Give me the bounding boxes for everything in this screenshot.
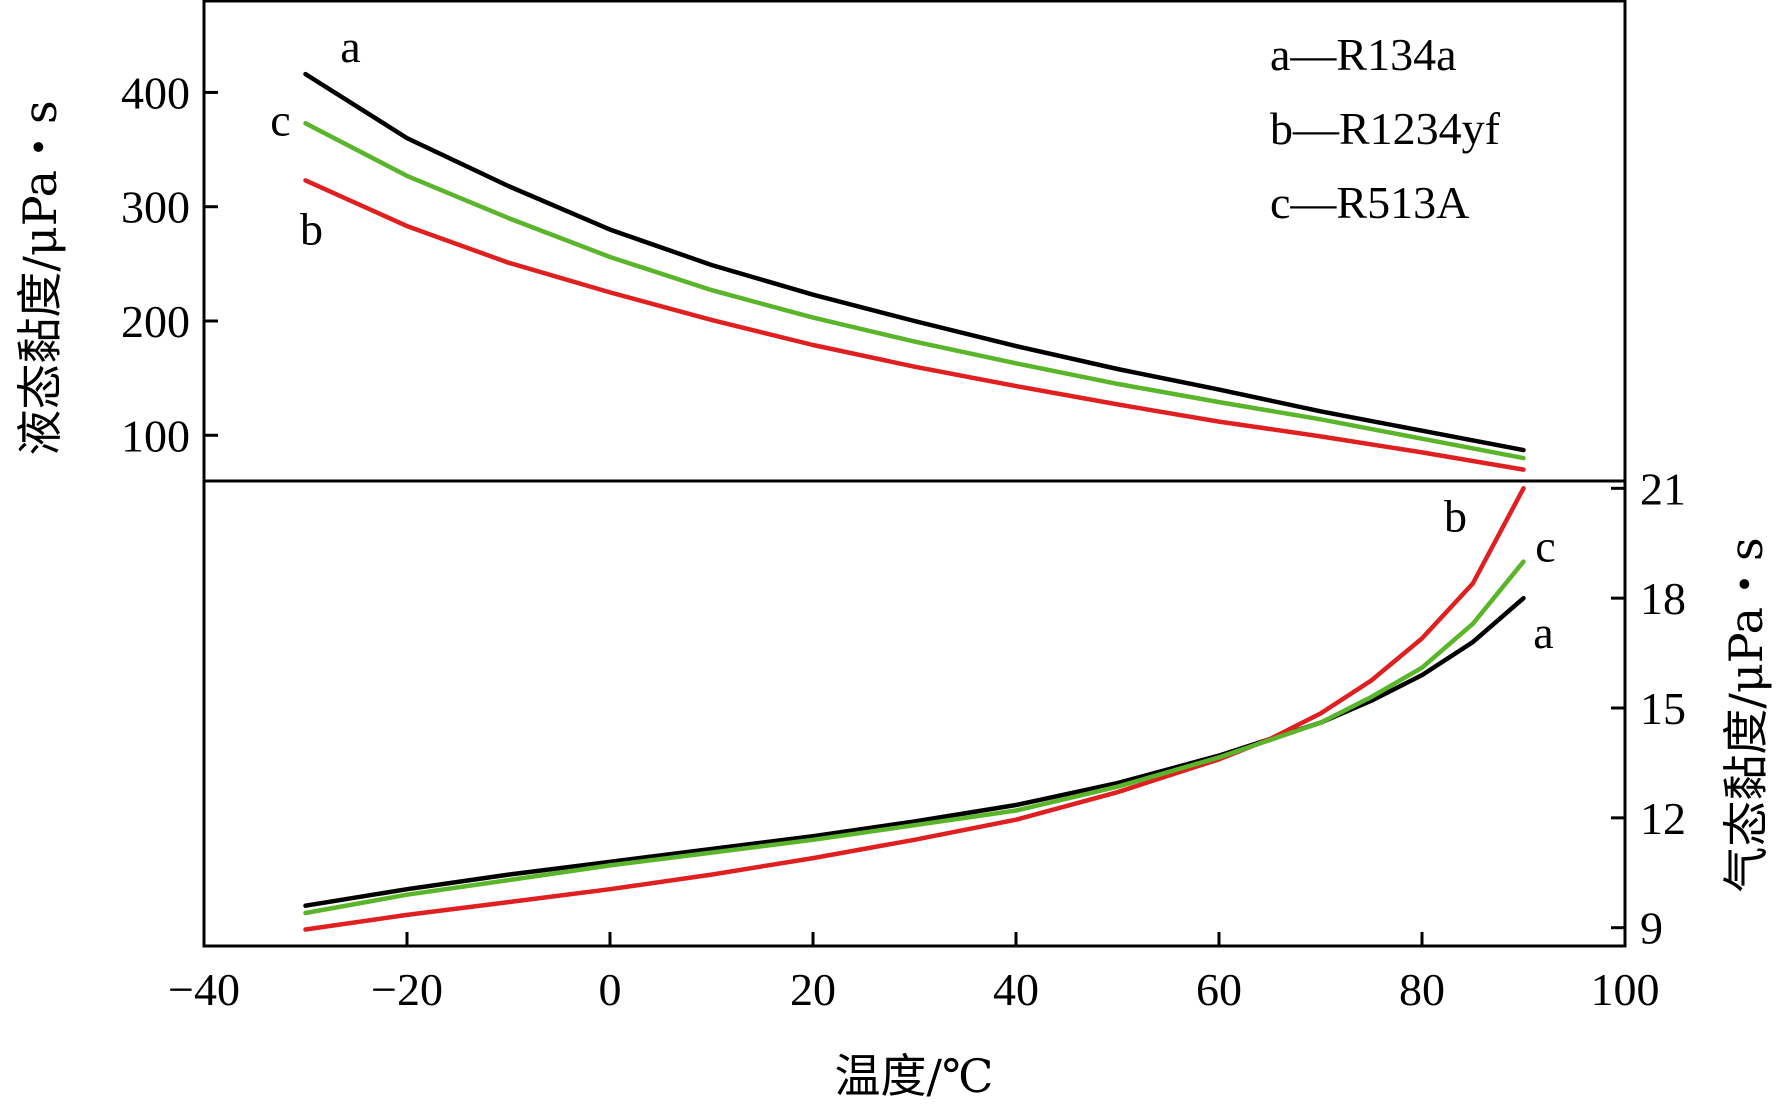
vapor-y-tick-label: 18 (1640, 573, 1686, 624)
liquid-curve-label-b: b (300, 203, 323, 254)
legend: a—R134a b—R1234yf c—R513A (1270, 29, 1501, 228)
legend-entry-a: a—R134a (1270, 29, 1457, 80)
liquid-viscosity-axis-title: 液态黏度/μPa・s (13, 100, 67, 455)
vapor-y-tick-label: 15 (1640, 683, 1686, 734)
plot-frame (202, 0, 1627, 948)
vapor-y-tick-label: 21 (1640, 463, 1686, 514)
liquid-y-tick-label: 400 (121, 67, 190, 118)
liquid-y-tick-label: 200 (121, 296, 190, 347)
liquid-series-a (303, 71, 1526, 453)
x-tick-label: −20 (371, 964, 443, 1015)
x-tick-label: 0 (599, 964, 622, 1015)
vapor-series-a (303, 595, 1526, 908)
x-tick-label: 80 (1399, 964, 1445, 1015)
plot-border (202, 0, 1627, 948)
axis-ticks (202, 90, 1627, 946)
vapor-curve-label-c: c (1535, 521, 1555, 572)
vapor-curve-label-b: b (1444, 490, 1467, 541)
liquid-series-b (303, 178, 1526, 472)
temperature-axis-title: 温度/℃ (835, 1049, 994, 1103)
vapor-y-tick-label: 9 (1640, 903, 1663, 954)
vapor-series-b (303, 486, 1526, 932)
liquid-curve-label-c: c (270, 94, 290, 145)
liquid-curve-label-a: a (340, 21, 360, 72)
liquid-y-tick-label: 300 (121, 182, 190, 233)
x-tick-label: 100 (1591, 964, 1660, 1015)
vapor-curve-label-a: a (1533, 607, 1553, 658)
liquid-y-tick-label: 100 (121, 410, 190, 461)
vapor-viscosity-axis-title: 气态黏度/μPa・s (1719, 537, 1773, 892)
vapor-y-tick-label: 12 (1640, 793, 1686, 844)
legend-entry-b: b—R1234yf (1270, 103, 1501, 154)
vapor-series-c (303, 559, 1526, 916)
x-tick-label: −40 (168, 964, 240, 1015)
x-tick-label: 60 (1196, 964, 1242, 1015)
tick-labels: −40 −20 0 20 40 60 80 100 100 200 300 400 9 12 15 18 21 a… (121, 21, 1686, 1015)
x-tick-label: 40 (993, 964, 1039, 1015)
series-lines (303, 71, 1526, 932)
x-tick-label: 20 (790, 964, 836, 1015)
legend-entry-c: c—R513A (1270, 177, 1469, 228)
liquid-series-c (303, 121, 1526, 461)
